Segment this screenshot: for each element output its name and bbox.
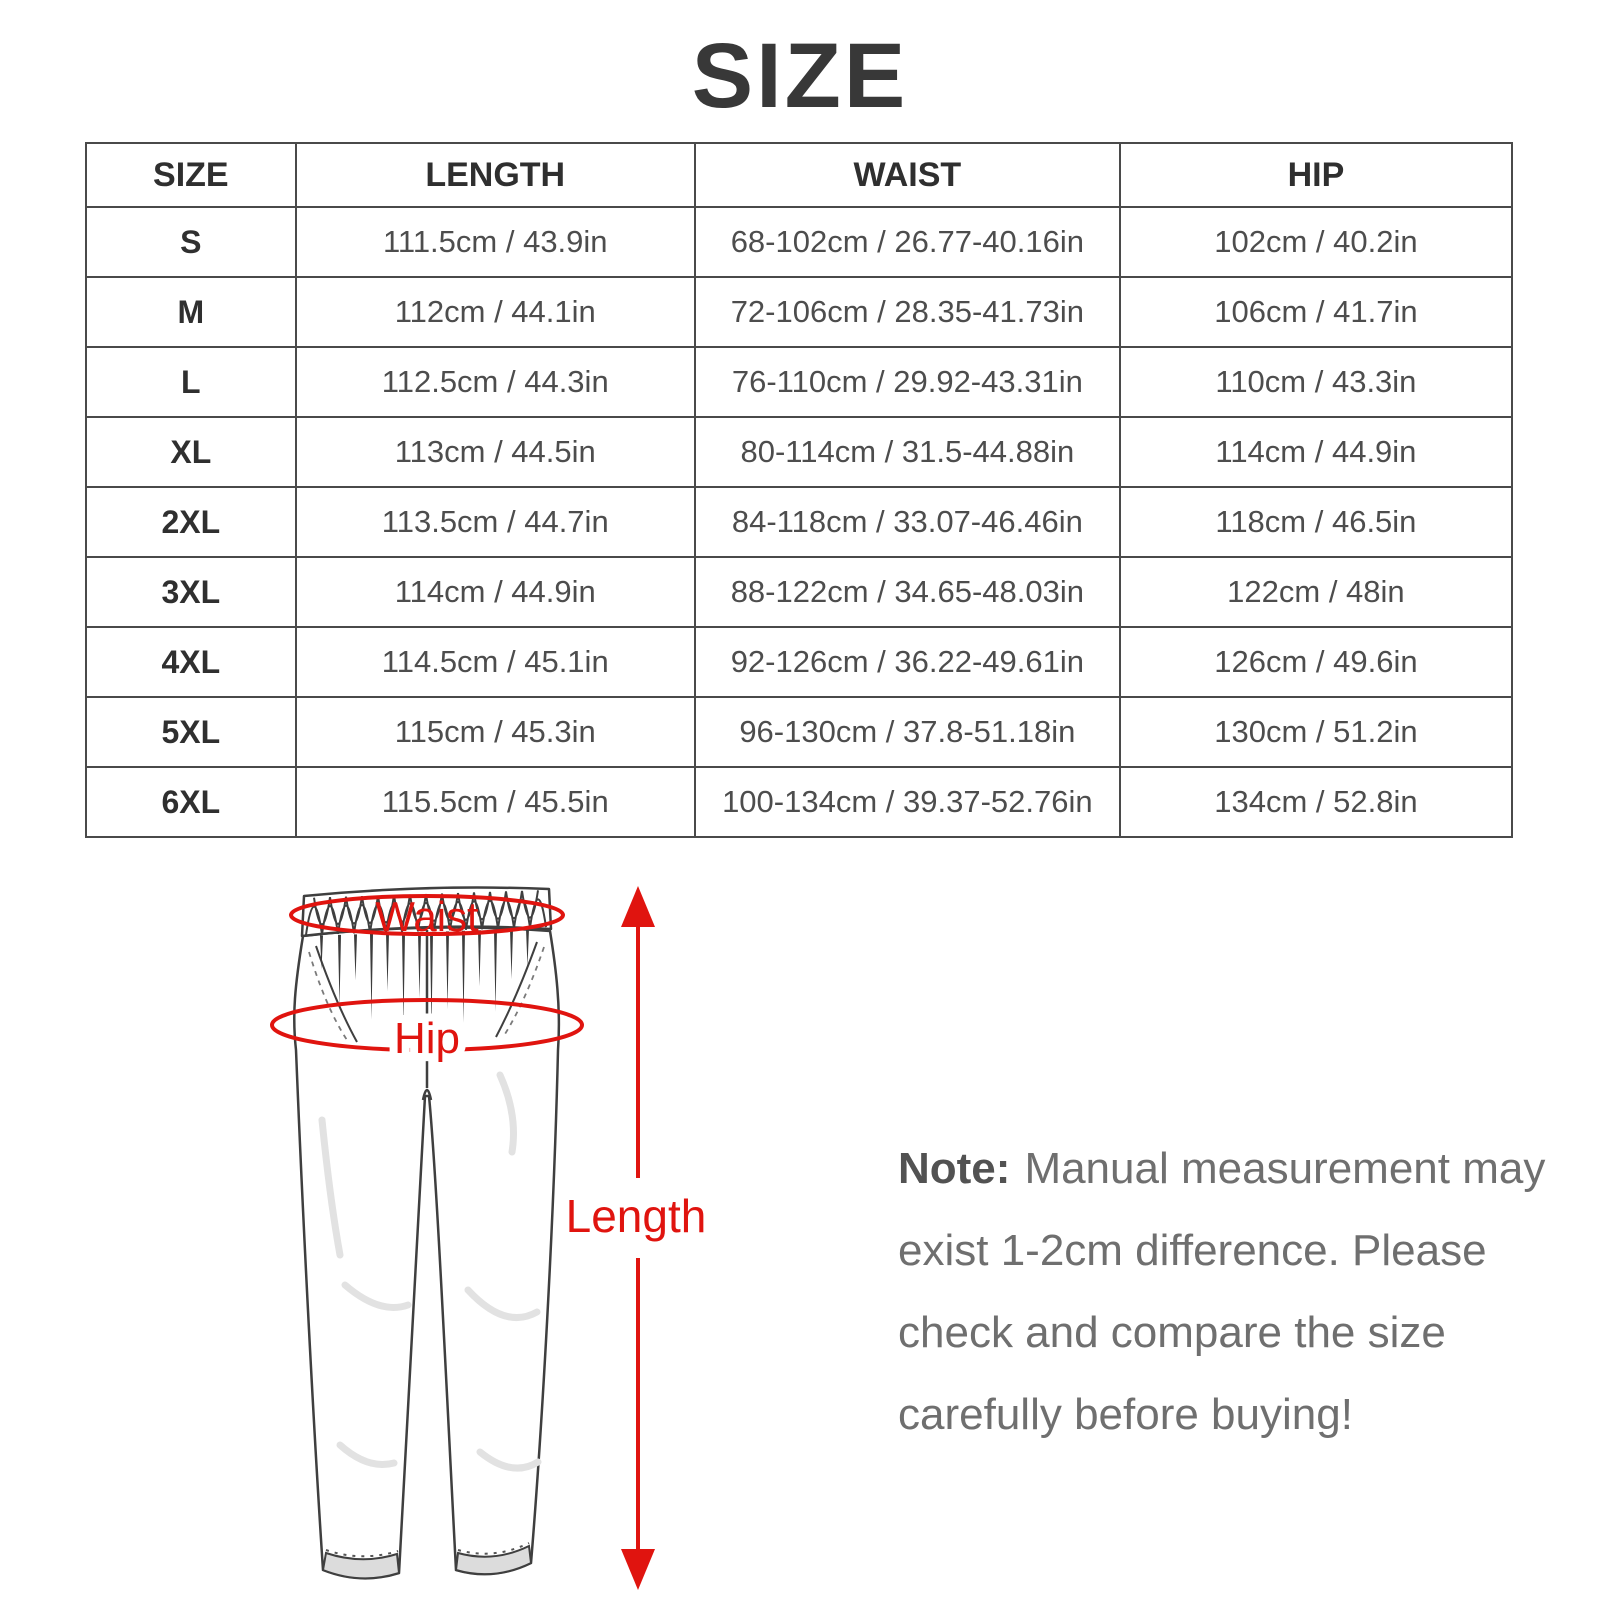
length-cell: 111.5cm / 43.9in xyxy=(294,206,696,278)
hip-cell: 106cm / 41.7in xyxy=(1118,276,1514,348)
waist-label: Waist xyxy=(375,893,479,940)
note-line: exist 1-2cm difference. Please xyxy=(898,1226,1487,1275)
note-line-text: Manual measurement may xyxy=(1024,1144,1546,1193)
pants-outline xyxy=(292,926,561,1580)
note-line: Note: Manual measurement may xyxy=(898,1128,1545,1210)
length-cell: 115cm / 45.3in xyxy=(294,696,696,768)
hip-cell: 126cm / 49.6in xyxy=(1118,626,1514,698)
hip-ellipse xyxy=(270,998,584,1052)
waist-cell: 96-130cm / 37.8-51.18in xyxy=(693,696,1121,768)
table-row: 6XL 115.5cm / 45.5in 100-134cm / 39.37-52.… xyxy=(85,766,1514,838)
table-row: XL 113cm / 44.5in 80-114cm / 31.5-44.88in 1… xyxy=(85,416,1514,488)
length-cell: 112cm / 44.1in xyxy=(294,276,696,348)
pants-diagram: Waist Hip Length xyxy=(270,886,707,1590)
waist-cell: 68-102cm / 26.77-40.16in xyxy=(693,206,1121,278)
waist-ellipse xyxy=(289,894,565,936)
page-title: SIZE xyxy=(691,25,909,127)
length-label: Length xyxy=(566,1190,707,1242)
size-cell: 4XL xyxy=(85,626,297,698)
size-cell: XL xyxy=(85,416,297,488)
length-arrow xyxy=(621,886,655,1590)
waist-cell: 88-122cm / 34.65-48.03in xyxy=(693,556,1121,628)
waist-cell: 100-134cm / 39.37-52.76in xyxy=(693,766,1121,838)
length-cell: 113cm / 44.5in xyxy=(294,416,696,488)
column-header-size: SIZE xyxy=(85,142,297,208)
length-cell: 112.5cm / 44.3in xyxy=(294,346,696,418)
size-cell: S xyxy=(85,206,297,278)
note-text: Note: Manual measurement may exist 1-2cm … xyxy=(898,1128,1545,1456)
table-row: M 112cm / 44.1in 72-106cm / 28.35-41.73in 1… xyxy=(85,276,1514,348)
hip-cell: 102cm / 40.2in xyxy=(1118,206,1514,278)
table-row: L 112.5cm / 44.3in 76-110cm / 29.92-43.31i… xyxy=(85,346,1514,418)
gather-lines xyxy=(320,928,529,1030)
hem-caps xyxy=(321,1542,533,1580)
size-cell: 3XL xyxy=(85,556,297,628)
hip-label: Hip xyxy=(394,1014,460,1063)
table-row: 4XL 114.5cm / 45.1in 92-126cm / 36.22-49.6… xyxy=(85,626,1514,698)
size-cell: 2XL xyxy=(85,486,297,558)
size-cell: L xyxy=(85,346,297,418)
table-row: 5XL 115cm / 45.3in 96-130cm / 37.8-51.18in… xyxy=(85,696,1514,768)
length-cell: 115.5cm / 45.5in xyxy=(294,766,696,838)
size-cell: 5XL xyxy=(85,696,297,768)
table-row: S 111.5cm / 43.9in 68-102cm / 26.77-40.16i… xyxy=(85,206,1514,278)
fabric-shading xyxy=(318,1071,542,1472)
note-label: Note: xyxy=(898,1144,1011,1193)
hip-cell: 130cm / 51.2in xyxy=(1118,696,1514,768)
waist-cell: 72-106cm / 28.35-41.73in xyxy=(693,276,1121,348)
length-cell: 114.5cm / 45.1in xyxy=(294,626,696,698)
crotch-curve xyxy=(421,1088,433,1101)
column-header-length: LENGTH xyxy=(294,142,696,208)
hip-cell: 122cm / 48in xyxy=(1118,556,1514,628)
waist-cell: 92-126cm / 36.22-49.61in xyxy=(693,626,1121,698)
waist-cell: 80-114cm / 31.5-44.88in xyxy=(693,416,1121,488)
hip-cell: 118cm / 46.5in xyxy=(1118,486,1514,558)
size-cell: 6XL xyxy=(85,766,297,838)
waist-cell: 76-110cm / 29.92-43.31in xyxy=(693,346,1121,418)
size-cell: M xyxy=(85,276,297,348)
column-header-hip: HIP xyxy=(1118,142,1514,208)
length-cell: 113.5cm / 44.7in xyxy=(294,486,696,558)
pocket-lines xyxy=(308,941,545,1043)
hip-cell: 110cm / 43.3in xyxy=(1118,346,1514,418)
table-row: 3XL 114cm / 44.9in 88-122cm / 34.65-48.03i… xyxy=(85,556,1514,628)
size-table: SIZE LENGTH WAIST HIP S 111.5cm / 43.9in 6… xyxy=(85,142,1514,838)
table-row: 2XL 113.5cm / 44.7in 84-118cm / 33.07-46.4… xyxy=(85,486,1514,558)
hip-cell: 114cm / 44.9in xyxy=(1118,416,1514,488)
elastic-pattern xyxy=(305,890,547,936)
length-cell: 114cm / 44.9in xyxy=(294,556,696,628)
hip-cell: 134cm / 52.8in xyxy=(1118,766,1514,838)
note-line: check and compare the size xyxy=(898,1308,1446,1357)
note-line: carefully before buying! xyxy=(898,1390,1353,1439)
header-row: SIZE LENGTH WAIST HIP xyxy=(85,142,1514,208)
column-header-waist: WAIST xyxy=(693,142,1121,208)
waist-cell: 84-118cm / 33.07-46.46in xyxy=(693,486,1121,558)
